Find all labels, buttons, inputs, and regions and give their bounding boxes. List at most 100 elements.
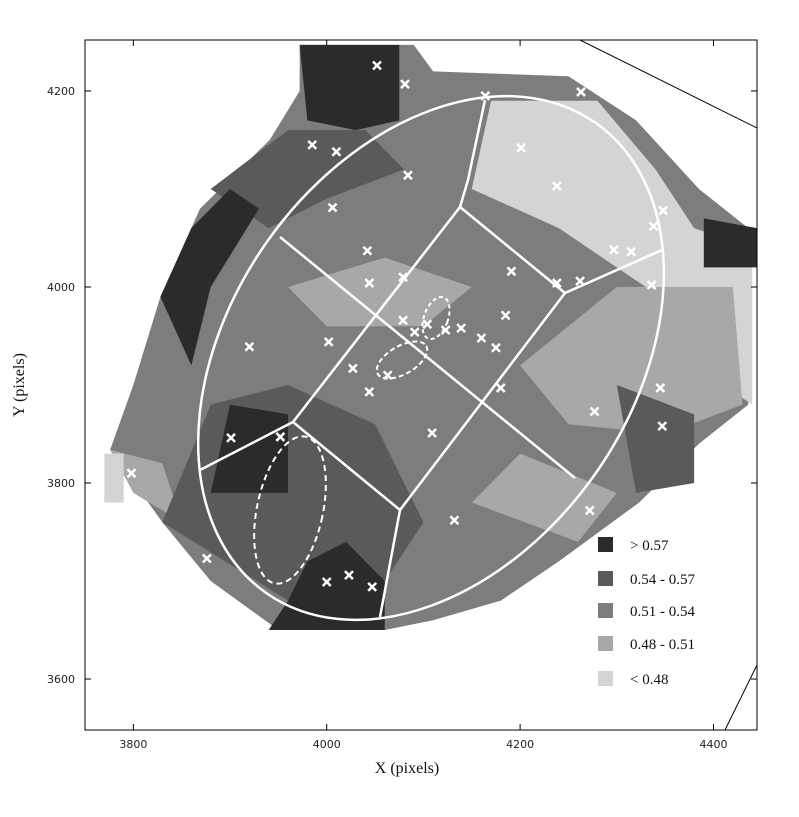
cross-stroke xyxy=(398,272,408,283)
map-region xyxy=(268,541,385,631)
y-axis-label: Y (pixels) xyxy=(11,353,28,417)
marker-layer xyxy=(126,60,669,592)
cross-marker xyxy=(440,325,451,335)
cross-marker xyxy=(584,505,595,516)
edge-line xyxy=(724,664,757,730)
cross-stroke xyxy=(226,433,236,443)
cross-stroke xyxy=(344,570,354,581)
map-region xyxy=(160,188,260,366)
cross-marker xyxy=(367,582,378,592)
cross-stroke xyxy=(275,432,286,442)
cross-marker xyxy=(648,221,659,232)
cross-marker xyxy=(561,66,572,77)
cross-stroke xyxy=(589,406,600,417)
axes: 3800 4000 4200 4400 3600 3800 4000 4200 xyxy=(47,40,757,751)
map-layer xyxy=(104,44,757,631)
legend-swatch xyxy=(598,537,613,552)
map-region xyxy=(703,218,757,268)
cross-marker xyxy=(609,244,619,255)
dashed-contour xyxy=(253,435,327,585)
aperture-ellipse xyxy=(196,94,666,622)
cross-stroke xyxy=(347,363,358,374)
cross-marker xyxy=(398,272,408,283)
map-region xyxy=(110,449,182,523)
cross-stroke xyxy=(551,181,562,191)
cross-stroke xyxy=(449,515,460,526)
cross-marker xyxy=(551,278,562,288)
x-tick-label: 4200 xyxy=(506,738,534,751)
cross-stroke xyxy=(626,246,637,257)
cross-marker xyxy=(126,468,137,479)
cross-marker xyxy=(344,570,354,581)
cross-stroke xyxy=(244,341,255,352)
cross-stroke xyxy=(440,325,451,335)
legend: > 0.57 0.54 - 0.57 0.51 - 0.54 0.48 - 0.51 <… xyxy=(598,537,695,688)
cross-marker xyxy=(476,333,487,343)
cross-marker xyxy=(551,181,562,191)
cross-marker xyxy=(321,577,332,587)
cross-stroke xyxy=(321,577,332,587)
legend-swatch xyxy=(598,603,613,618)
cross-marker xyxy=(201,553,212,564)
cross-marker xyxy=(398,315,408,326)
cross-stroke xyxy=(323,336,334,347)
cross-marker xyxy=(480,90,491,101)
legend-label: 0.54 - 0.57 xyxy=(630,572,695,588)
cross-stroke xyxy=(476,333,487,343)
map-region xyxy=(616,385,695,493)
cross-stroke xyxy=(655,383,666,393)
cross-stroke xyxy=(398,315,408,326)
cross-stroke xyxy=(506,266,517,277)
cross-marker xyxy=(449,515,460,526)
cross-stroke xyxy=(516,142,526,153)
cross-marker xyxy=(626,246,637,257)
cross-stroke xyxy=(575,276,585,286)
cross-marker xyxy=(409,327,420,337)
legend-label: > 0.57 xyxy=(630,538,669,554)
cross-marker xyxy=(658,205,669,216)
cross-marker xyxy=(495,383,506,393)
y-tick-label: 3600 xyxy=(47,673,75,686)
cross-marker xyxy=(655,383,666,393)
dashed-contour xyxy=(421,295,451,341)
y-tick-label: 4200 xyxy=(47,85,75,98)
edge-line xyxy=(579,40,757,129)
cross-marker xyxy=(422,319,433,330)
x-tick-label: 4000 xyxy=(313,738,341,751)
cross-stroke xyxy=(409,327,420,337)
cross-marker xyxy=(362,245,373,256)
cross-stroke xyxy=(657,421,668,432)
cross-marker xyxy=(516,142,526,153)
plot-frame xyxy=(84,39,758,731)
cross-stroke xyxy=(400,79,410,89)
cross-stroke xyxy=(658,205,669,216)
x-axis-label: X (pixels) xyxy=(375,760,439,777)
cross-stroke xyxy=(609,244,619,255)
y-tick-label: 4000 xyxy=(47,281,75,294)
sector-line xyxy=(279,236,576,479)
y-tick-label: 3800 xyxy=(47,477,75,490)
cross-marker xyxy=(500,310,511,321)
x-tick-label: 3800 xyxy=(119,738,147,751)
x-tick-label: 4400 xyxy=(699,738,727,751)
cross-marker xyxy=(575,276,585,286)
cross-stroke xyxy=(495,383,506,393)
cross-marker xyxy=(244,341,255,352)
cross-stroke xyxy=(551,278,562,288)
legend-swatch xyxy=(598,671,613,686)
cross-stroke xyxy=(362,245,373,256)
cross-marker xyxy=(327,202,338,213)
legend-swatch xyxy=(598,636,613,651)
cross-stroke xyxy=(561,66,572,77)
cross-stroke xyxy=(500,310,511,321)
legend-swatch xyxy=(598,571,613,586)
cross-marker xyxy=(646,280,657,290)
cross-stroke xyxy=(403,170,413,181)
cross-marker xyxy=(589,406,600,417)
cross-stroke xyxy=(576,87,586,97)
map-region xyxy=(520,286,743,435)
cross-marker xyxy=(400,79,410,89)
cross-marker xyxy=(323,336,334,347)
